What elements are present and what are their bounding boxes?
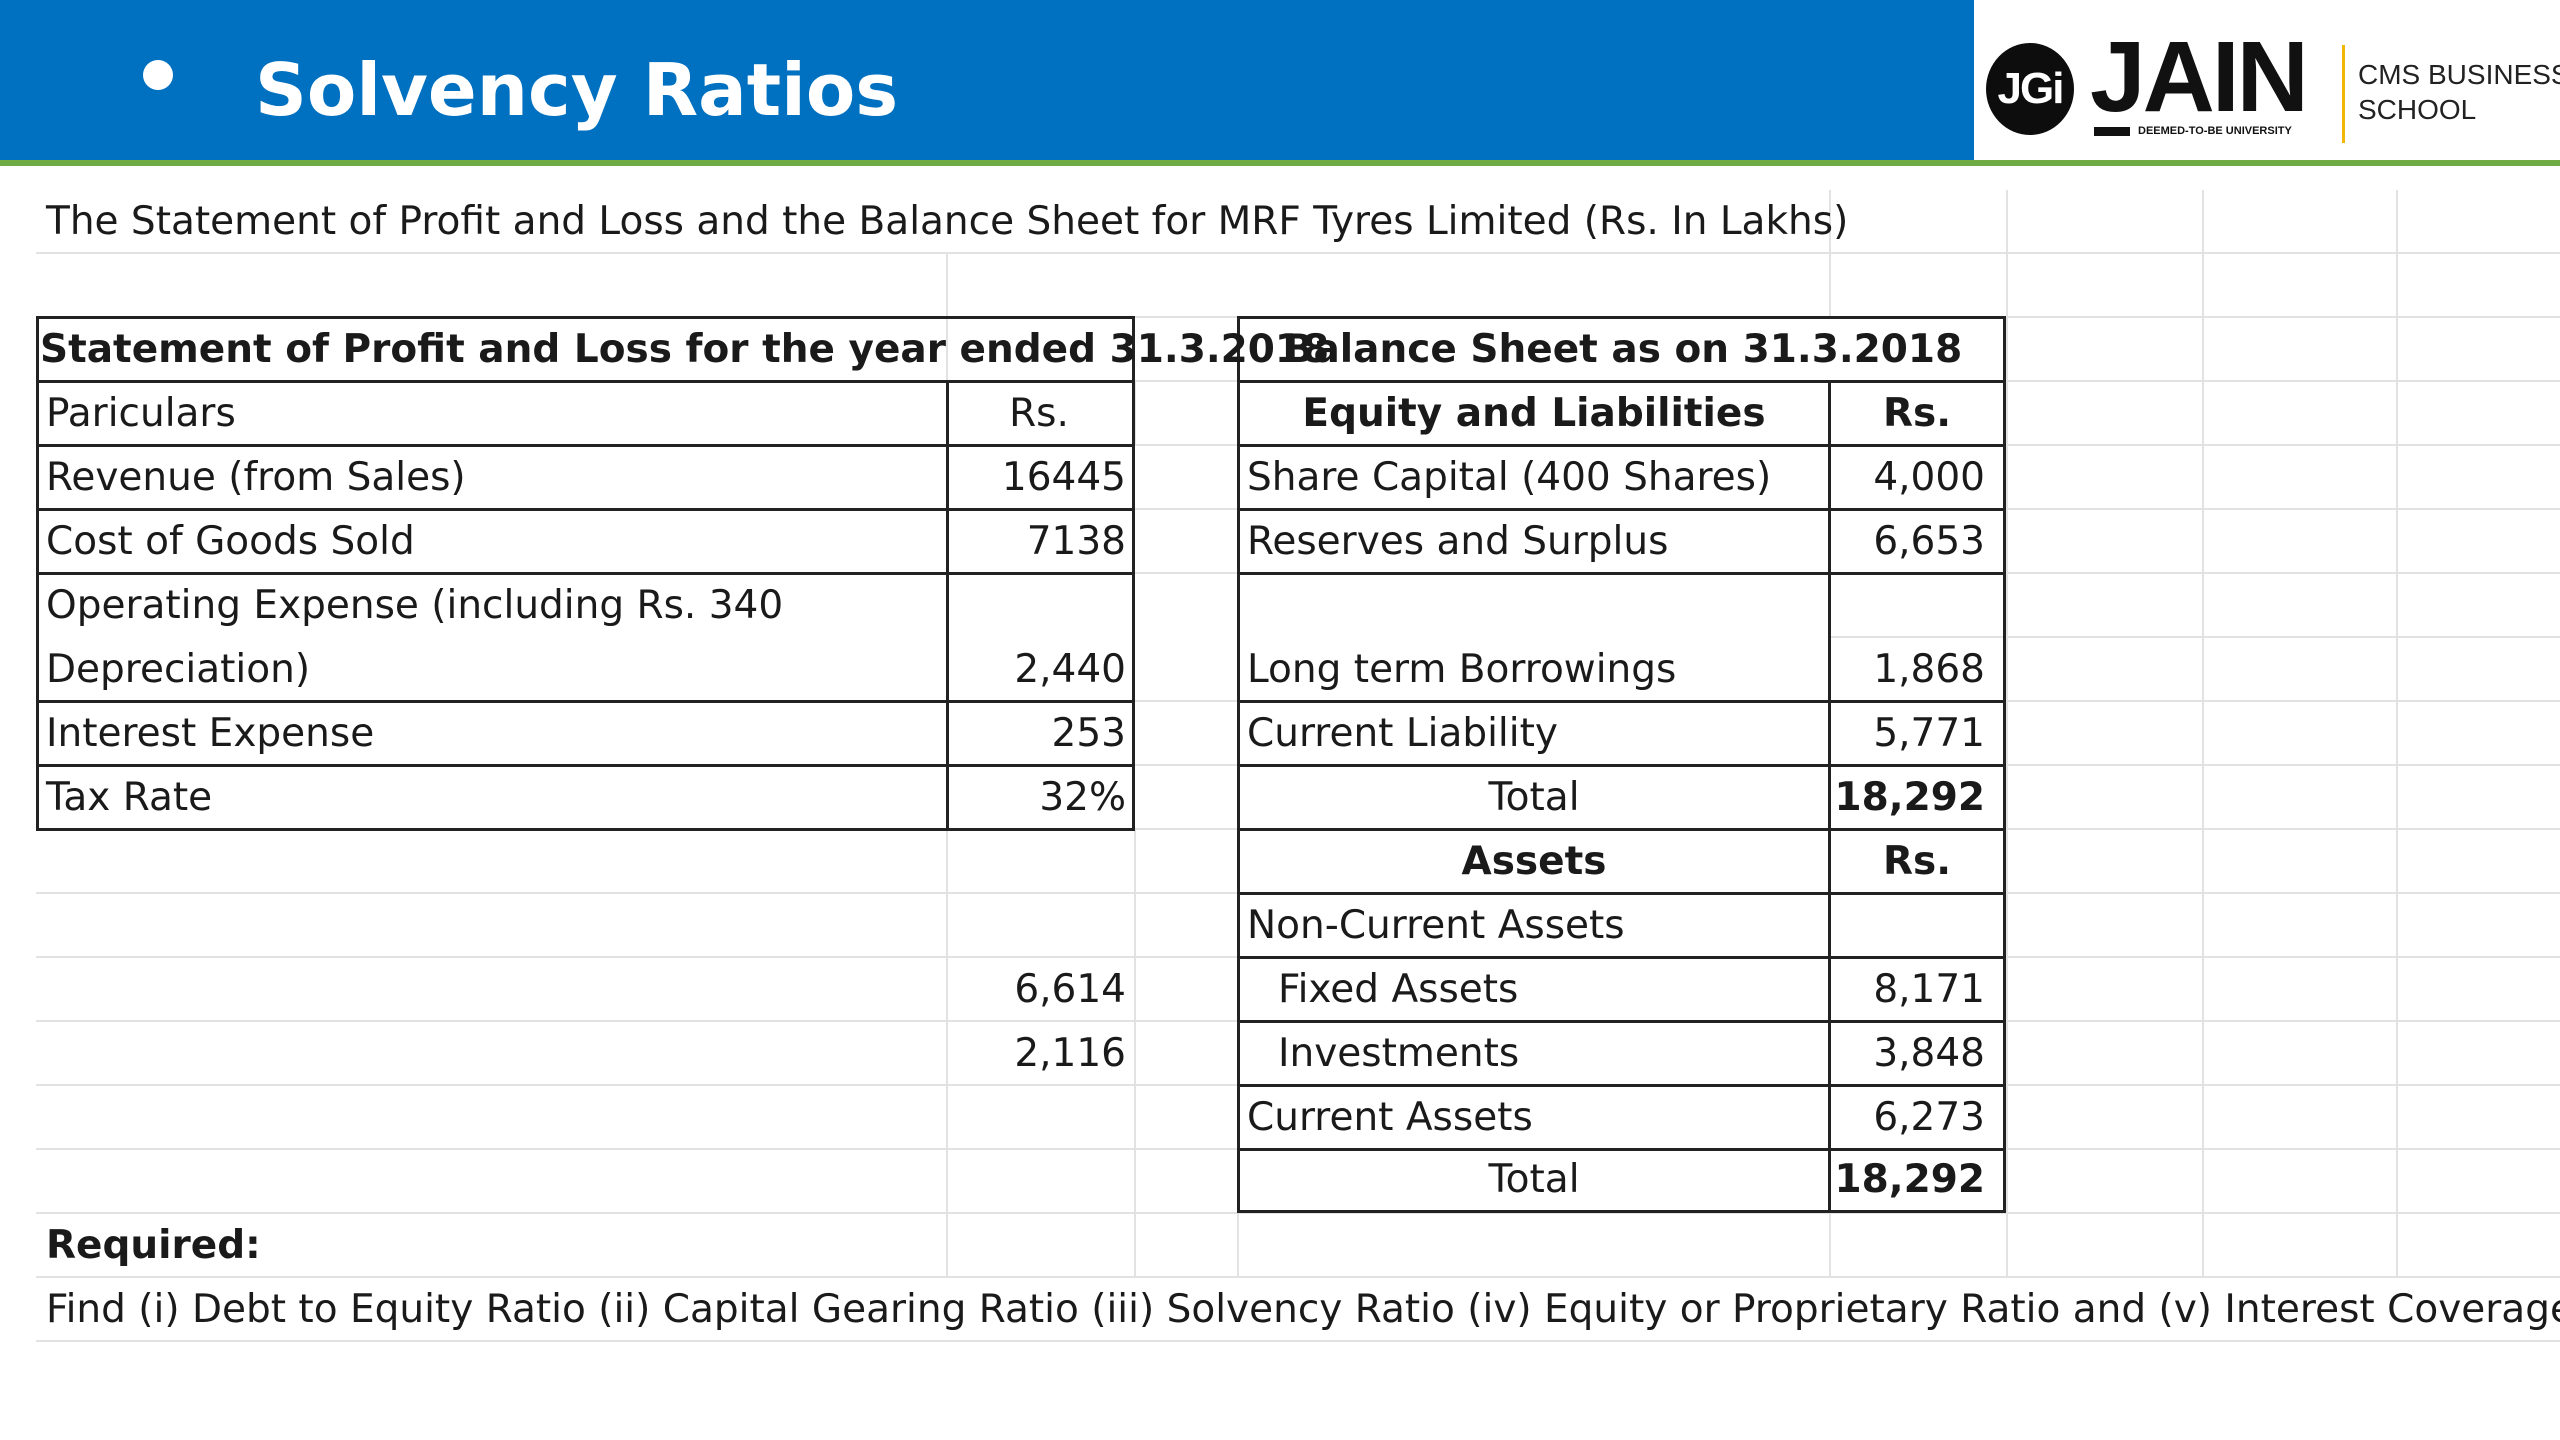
table-border	[1237, 316, 1240, 1213]
pl-title: Statement of Profit and Loss for the yea…	[40, 327, 1330, 372]
pl-row-value: 16445	[1001, 455, 1126, 500]
bs-total-label: Total	[1488, 775, 1580, 820]
jain-logo-text: JAIN	[2090, 21, 2309, 133]
table-border	[1237, 828, 2006, 831]
bs-total-label: Total	[1488, 1157, 1580, 1202]
school-name-line1: CMS BUSINESS	[2358, 59, 2560, 90]
pl-row-value: 7138	[1026, 519, 1126, 564]
school-name-line2: SCHOOL	[2358, 94, 2477, 125]
jain-logo-tagline: DEEMED-TO-BE UNIVERSITY	[2138, 125, 2292, 137]
bs-col-assets: Assets	[1461, 839, 1607, 884]
bs-row-label: Fixed Assets	[1278, 967, 1519, 1012]
bs-row-value: 4,000	[1873, 455, 1985, 500]
table-border	[36, 316, 1135, 319]
pl-row-label-cont: Depreciation)	[46, 647, 311, 692]
bs-title: Balance Sheet as on 31.3.2018	[1283, 327, 1963, 372]
table-border	[1237, 892, 2006, 895]
gridline	[1134, 380, 1136, 444]
pl-col-rs: Rs.	[1009, 391, 1069, 436]
pl-row-value: 253	[1051, 711, 1126, 756]
table-border	[36, 764, 1135, 767]
table-border	[36, 444, 1135, 447]
gridline	[2006, 190, 2008, 1276]
required-text: Find (i) Debt to Equity Ratio (ii) Capit…	[46, 1287, 2560, 1332]
bs-row-label: Share Capital (400 Shares)	[1247, 455, 1772, 500]
bs-row-value: 5,771	[1873, 711, 1985, 756]
gridline	[946, 828, 948, 1276]
required-label: Required:	[46, 1223, 261, 1268]
bs-row-label: Current Assets	[1247, 1095, 1533, 1140]
bs-row-value: 3,848	[1873, 1031, 1985, 1076]
gridline	[1134, 828, 1136, 1276]
bs-non-current-label: Non-Current Assets	[1247, 903, 1625, 948]
pl-row-label: Interest Expense	[46, 711, 375, 756]
table-border	[36, 828, 1135, 831]
pl-extra-value: 2,116	[1014, 1031, 1126, 1076]
gridline	[2202, 190, 2204, 1276]
bs-total-value: 18,292	[1834, 1157, 1986, 1202]
pl-row-label: Tax Rate	[46, 775, 213, 820]
pl-row-label: Operating Expense (including Rs. 340	[46, 583, 784, 628]
slide-title: Solvency Ratios	[255, 48, 899, 132]
gridline	[2396, 190, 2398, 1276]
table-border	[1237, 444, 2006, 447]
table-border	[1237, 1084, 2006, 1087]
table-border	[36, 380, 1135, 383]
bs-row-label: Long term Borrowings	[1247, 647, 1677, 692]
bs-total-value: 18,292	[1834, 775, 1986, 820]
table-border	[1237, 1148, 2006, 1151]
table-border	[1237, 316, 2006, 319]
gridline	[1237, 1212, 1239, 1276]
bs-row-label: Current Liability	[1247, 711, 1558, 756]
table-border	[1237, 956, 2006, 959]
bs-col-equity: Equity and Liabilities	[1302, 391, 1766, 436]
bs-row-label: Reserves and Surplus	[1247, 519, 1669, 564]
gridline	[36, 1340, 2560, 1342]
pl-col-particulars: Pariculars	[46, 391, 236, 436]
gridline	[1829, 1212, 1831, 1276]
bullet-icon	[143, 60, 173, 90]
pl-row-label: Cost of Goods Sold	[46, 519, 415, 564]
bs-row-value: 1,868	[1873, 647, 1985, 692]
table-border	[36, 700, 1135, 703]
table-border	[36, 572, 1135, 575]
table-border	[1237, 572, 2006, 575]
gridline	[36, 1276, 2560, 1278]
jain-logo-underline	[2094, 127, 2130, 136]
bs-row-label: Investments	[1278, 1031, 1520, 1076]
bs-row-value: 6,653	[1873, 519, 1985, 564]
intro-text: The Statement of Profit and Loss and the…	[46, 199, 1849, 244]
logo-divider	[2342, 45, 2345, 143]
gridline	[946, 252, 948, 444]
table-border	[946, 380, 949, 831]
bs-col-rs: Rs.	[1882, 839, 1952, 884]
pl-row-value: 2,440	[1014, 647, 1126, 692]
pl-row-value: 32%	[1039, 775, 1126, 820]
bs-row-value: 8,171	[1873, 967, 1985, 1012]
table-border	[1828, 380, 1831, 1213]
jgi-logo-badge: JGi	[1986, 43, 2074, 135]
bs-row-value: 6,273	[1873, 1095, 1985, 1140]
pl-row-label: Revenue (from Sales)	[46, 455, 466, 500]
table-border	[36, 508, 1135, 511]
table-border	[2003, 316, 2006, 1213]
table-border	[1237, 508, 2006, 511]
gridline	[1830, 636, 2560, 638]
gridline	[36, 1212, 2560, 1214]
table-border	[1237, 1210, 2006, 1213]
bs-col-rs: Rs.	[1882, 391, 1952, 436]
title-bar	[0, 0, 1974, 160]
table-border	[1237, 1020, 2006, 1023]
table-border	[1237, 764, 2006, 767]
header-accent-line	[0, 160, 2560, 166]
gridline	[1829, 190, 1831, 316]
table-border	[1237, 700, 2006, 703]
table-border	[36, 316, 39, 831]
table-border	[1132, 316, 1135, 831]
spreadsheet: The Statement of Profit and Loss and the…	[0, 190, 2560, 1342]
gridline	[36, 252, 2560, 254]
pl-extra-value: 6,614	[1014, 967, 1126, 1012]
table-border	[1237, 380, 2006, 383]
